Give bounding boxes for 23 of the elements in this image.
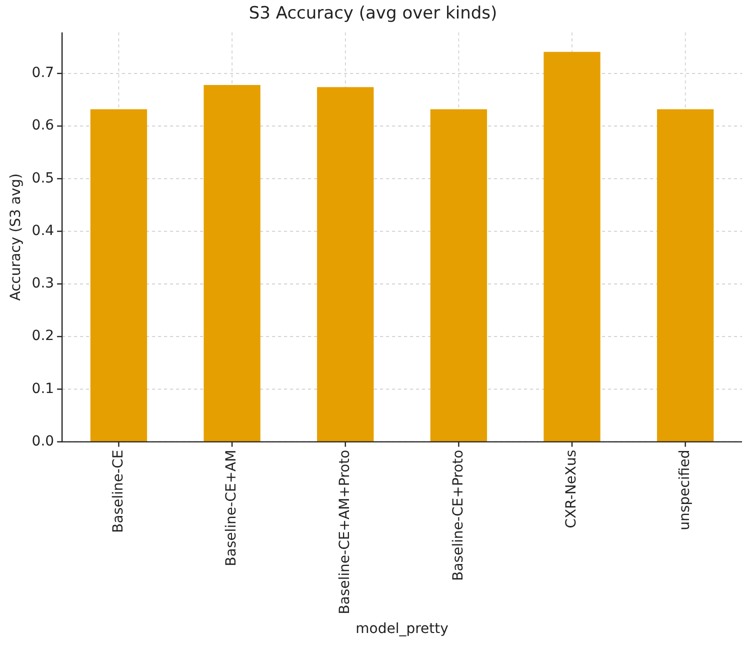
x-tick-label: CXR-NeXus [564,450,580,528]
y-tick-label: 0.3 [32,276,54,292]
y-tick-label: 0.4 [32,222,54,239]
y-tick-label: 0.1 [32,380,54,397]
y-tick-label: 0.2 [32,328,54,344]
bar [430,109,488,442]
y-tick-label: 0.0 [32,433,54,450]
bar [657,109,714,442]
y-axis-title: Accuracy (S3 avg) [8,173,24,301]
x-tick-label: Baseline-CE [110,450,126,533]
x-tick-label: Baseline-CE+AM+Proto [337,450,354,614]
x-axis-title: model_pretty [356,621,448,638]
bar [204,85,260,442]
bar [90,109,148,442]
y-tick-label: 0.6 [32,118,54,134]
bar [317,87,374,442]
x-tick-label: Baseline-CE+Proto [450,450,466,581]
chart-title: S3 Accuracy (avg over kinds) [248,4,498,24]
y-tick-label: 0.7 [32,65,54,82]
bar [544,52,600,442]
x-tick-label: unspecified [676,450,693,530]
y-tick-label: 0.5 [32,170,54,186]
x-tick-label: Baseline-CE+AM [224,450,240,566]
